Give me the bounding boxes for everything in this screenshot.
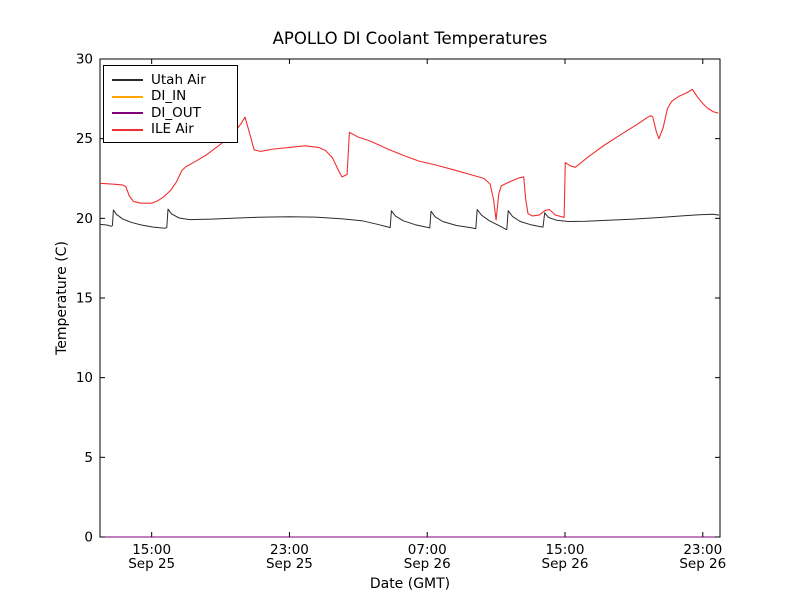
x-tick-time-label: 23:00 <box>270 542 309 558</box>
y-tick-label: 20 <box>76 211 93 227</box>
x-tick-time-label: 15:00 <box>132 542 171 558</box>
legend-line-di-in-icon <box>112 95 143 98</box>
y-tick-label: 0 <box>84 530 93 546</box>
x-tick-time-label: 15:00 <box>546 542 585 558</box>
series-line-utah-air <box>99 208 720 230</box>
x-tick-date-label: Sep 26 <box>679 556 726 572</box>
chart-title: APOLLO DI Coolant Temperatures <box>273 29 548 48</box>
legend-line-di-out-icon <box>112 112 143 115</box>
legend-item-di-in: DI_IN <box>112 89 237 106</box>
x-tick-date-label: Sep 25 <box>128 556 175 572</box>
legend-item-utah-air: Utah Air <box>112 72 237 89</box>
x-axis-label: Date (GMT) <box>370 576 450 592</box>
x-tick-date-label: Sep 25 <box>266 556 313 572</box>
x-tick-date-label: Sep 26 <box>542 556 589 572</box>
legend-label-utah-air: Utah Air <box>151 71 206 88</box>
y-tick-label: 30 <box>76 52 93 68</box>
y-tick-label: 25 <box>76 131 93 147</box>
legend-label-ile-air: ILE Air <box>151 121 194 137</box>
legend-label-di-in: DI_IN <box>151 88 187 104</box>
legend-item-di-out: DI_OUT <box>112 105 237 122</box>
x-tick-time-label: 23:00 <box>683 542 722 558</box>
series-line-ile-air <box>99 88 719 221</box>
legend-item-ile-air: ILE Air <box>112 122 237 139</box>
legend-line-utah-air-icon <box>112 79 143 82</box>
y-tick-label: 15 <box>76 291 93 307</box>
y-axis-label: Temperature (C) <box>54 241 70 356</box>
x-tick-time-label: 07:00 <box>408 542 447 558</box>
legend-label-di-out: DI_OUT <box>151 104 201 121</box>
y-tick-label: 10 <box>76 370 93 386</box>
legend-line-ile-air-icon <box>112 128 143 131</box>
y-tick-label: 5 <box>84 450 93 466</box>
legend: Utah Air DI_IN DI_OUT ILE Air <box>103 65 238 143</box>
x-tick-date-label: Sep 26 <box>404 556 451 572</box>
